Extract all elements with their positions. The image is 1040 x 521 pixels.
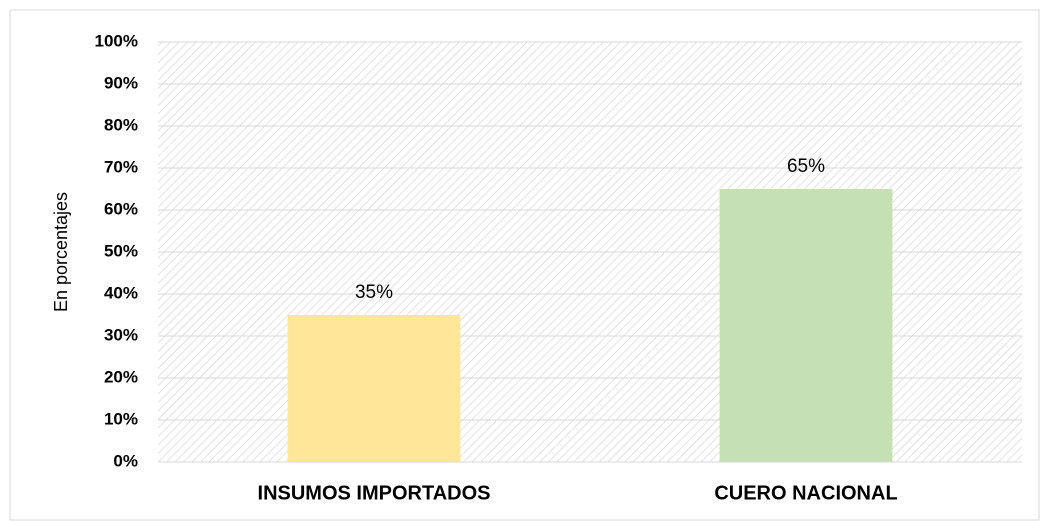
y-tick-label: 60% bbox=[104, 199, 138, 218]
y-tick-label: 40% bbox=[104, 283, 138, 302]
y-tick-label: 20% bbox=[104, 367, 138, 386]
value-label: 35% bbox=[355, 282, 393, 303]
y-tick-label: 100% bbox=[95, 31, 138, 50]
x-tick-label: INSUMOS IMPORTADOS bbox=[258, 482, 491, 504]
x-tick-label: CUERO NACIONAL bbox=[714, 482, 897, 504]
value-label: 65% bbox=[787, 156, 825, 177]
y-tick-label: 30% bbox=[104, 325, 138, 344]
y-tick-label: 90% bbox=[104, 73, 138, 92]
y-tick-label: 0% bbox=[113, 451, 138, 470]
y-tick-label: 50% bbox=[104, 241, 138, 260]
y-axis-label: En porcentajes bbox=[51, 192, 71, 312]
bar bbox=[719, 189, 893, 462]
y-tick-label: 80% bbox=[104, 115, 138, 134]
y-tick-label: 10% bbox=[104, 409, 138, 428]
y-tick-label: 70% bbox=[104, 157, 138, 176]
chart-border bbox=[9, 9, 1040, 521]
bar bbox=[287, 315, 461, 462]
